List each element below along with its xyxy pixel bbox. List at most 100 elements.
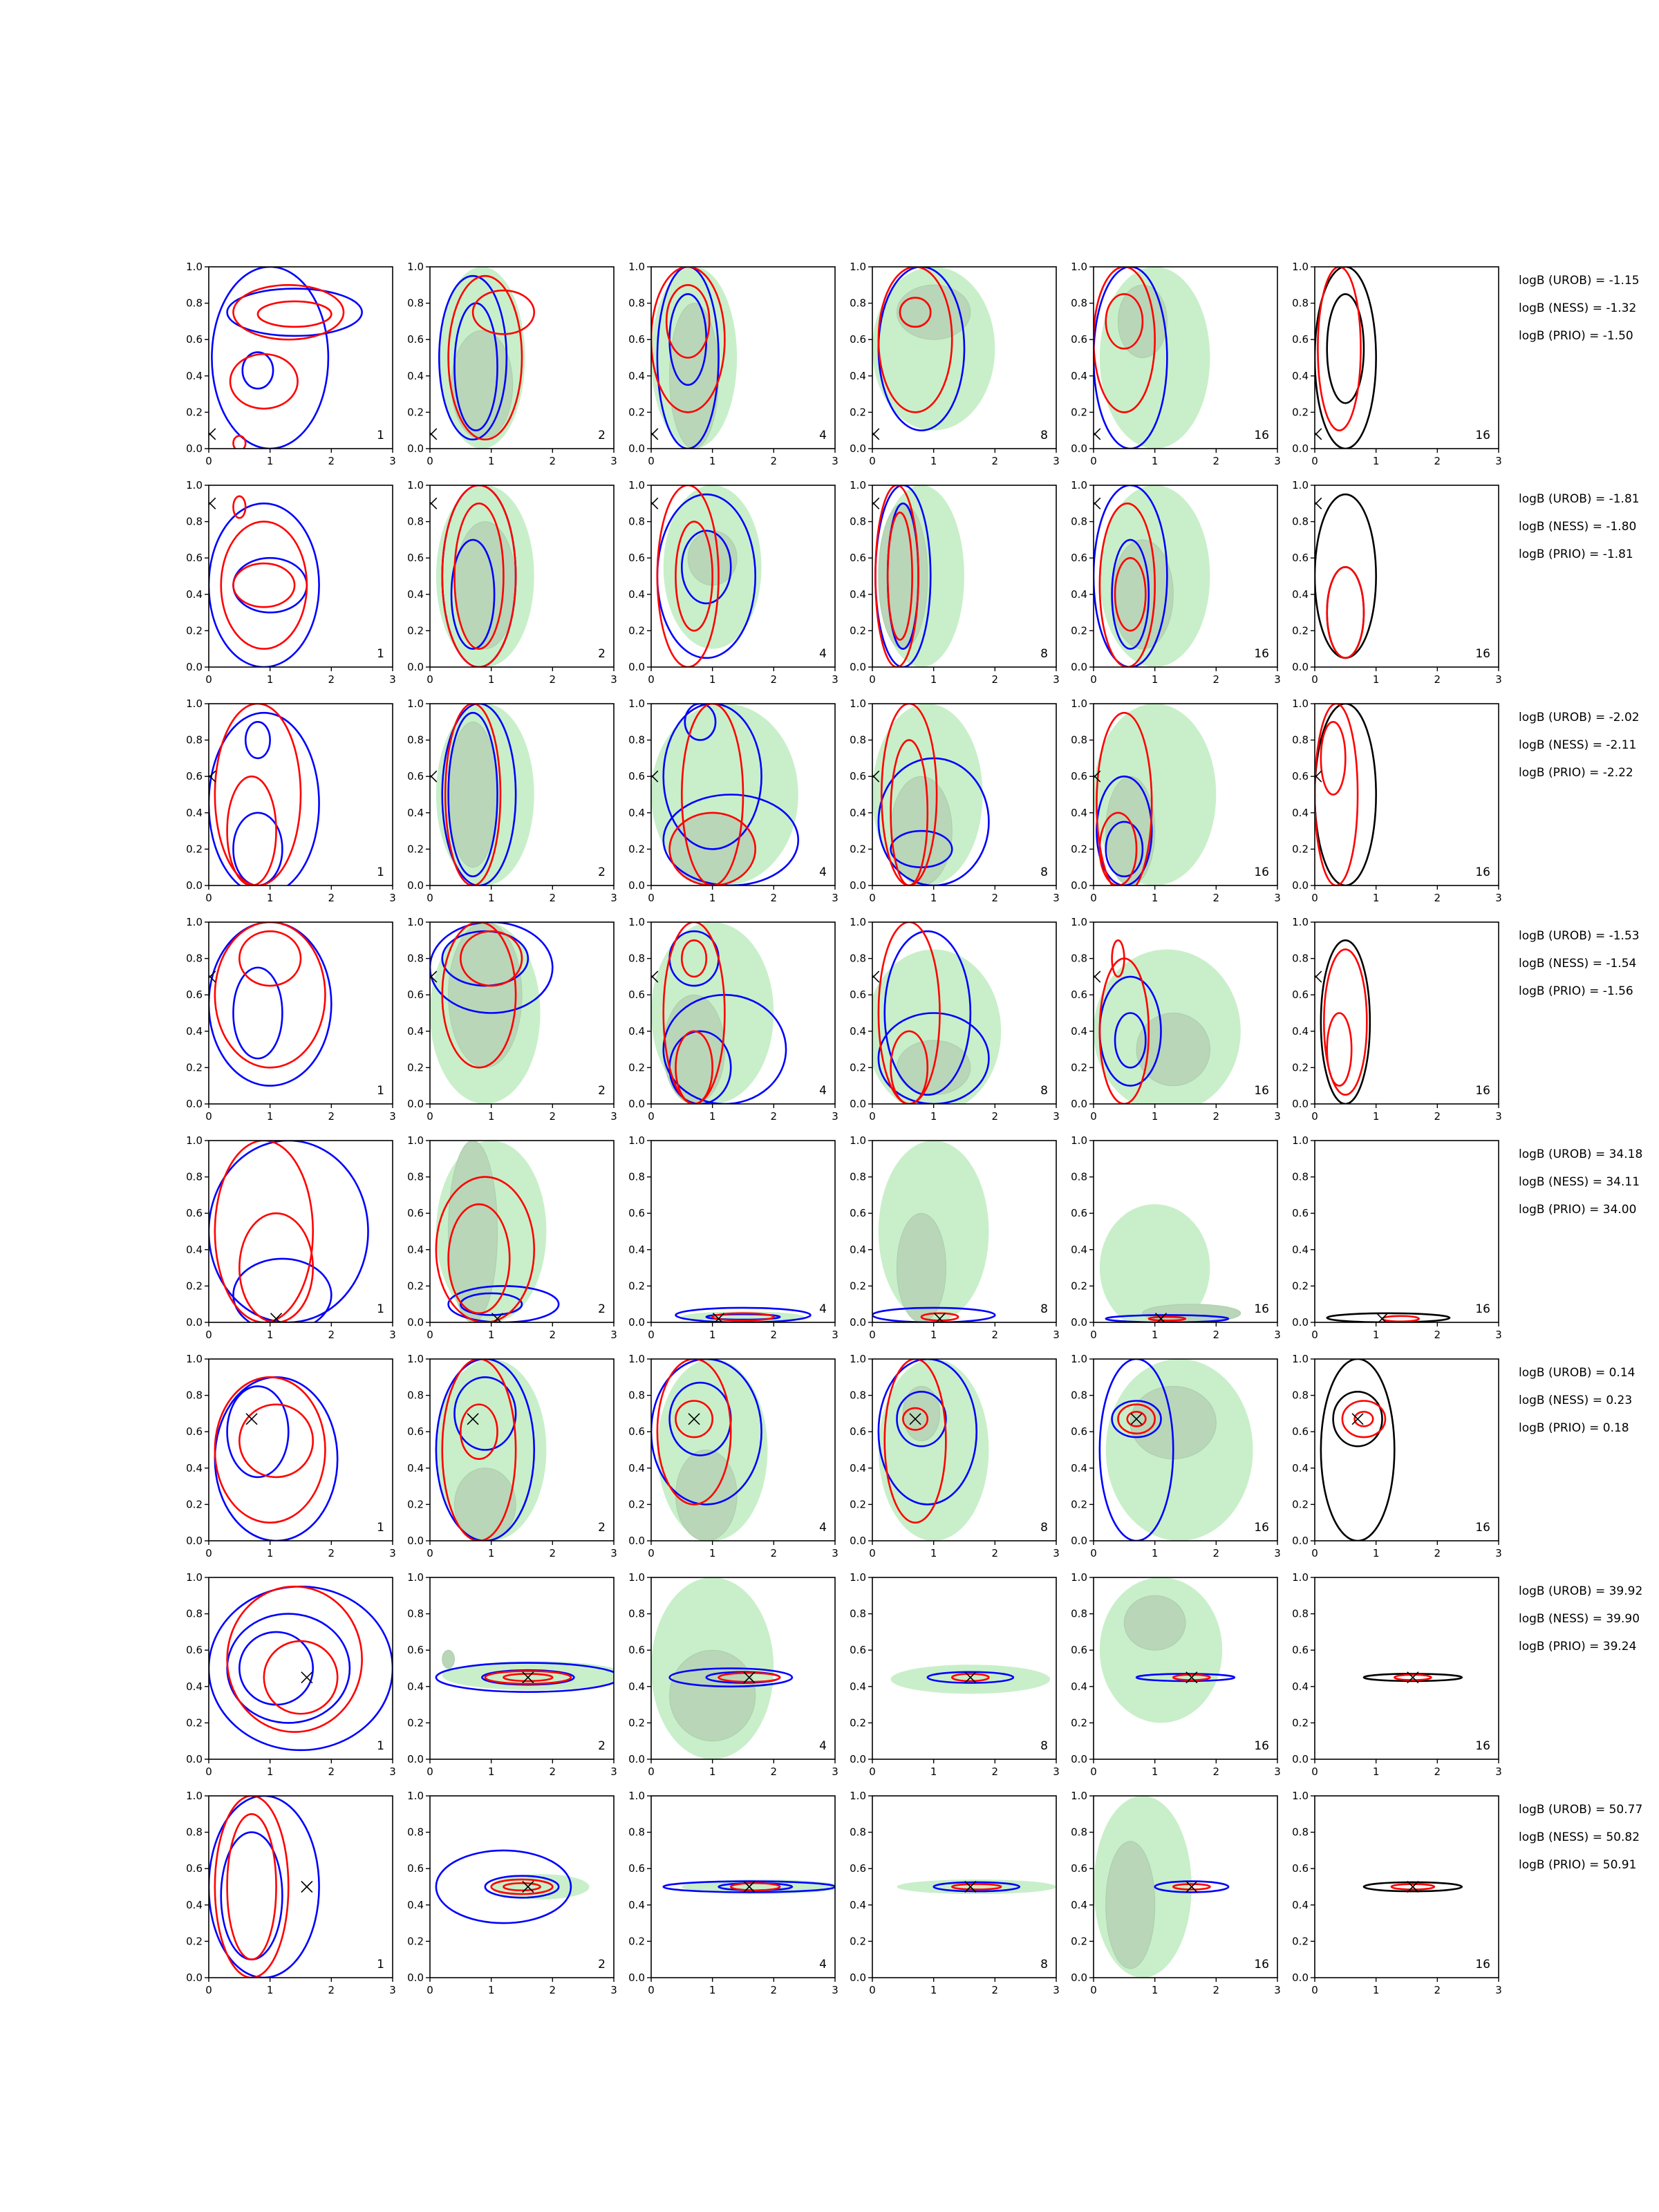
axes-frame — [208, 1577, 393, 1760]
y-tick-label: 0.8 — [407, 953, 424, 965]
x-tick-label: 1 — [930, 1765, 937, 1778]
x-tick-label: 3 — [610, 455, 617, 467]
marker-stroke — [209, 770, 216, 779]
red-contour — [238, 1403, 315, 1479]
y-tick-label: 0.2 — [850, 1498, 866, 1510]
y-tick-label: 1.0 — [186, 697, 203, 710]
y-tick-label: 0.4 — [186, 370, 203, 382]
plot-area — [872, 704, 990, 885]
y-tick-label: 0.0 — [407, 442, 424, 455]
y-tick-label: 0.4 — [407, 370, 424, 382]
y-tick-label: 0.6 — [1292, 1425, 1309, 1438]
y-tick-label: 0.4 — [1292, 1244, 1309, 1256]
y-tick-label: 0.0 — [1292, 1098, 1309, 1110]
y-tick-label: 1.0 — [1071, 1790, 1087, 1802]
panel-label: 8 — [1040, 1958, 1048, 1971]
marker-stroke — [1094, 497, 1101, 506]
x-tick-label: 3 — [832, 1765, 838, 1778]
red-contour — [229, 353, 299, 410]
y-tick-label: 0.0 — [407, 1316, 424, 1329]
x-tick-label: 3 — [1274, 455, 1281, 467]
y-tick-label: 0.0 — [628, 1971, 645, 1984]
x-tick-label: 2 — [328, 1547, 335, 1559]
y-tick-label: 0.8 — [1071, 953, 1087, 965]
y-tick-label: 1.0 — [850, 697, 866, 710]
y-tick-label: 0.0 — [628, 442, 645, 455]
panel-label: 1 — [377, 1521, 384, 1535]
red-contour — [1126, 1410, 1147, 1427]
y-tick-label: 0.4 — [1071, 1025, 1087, 1038]
y-tick-label: 0.6 — [186, 552, 203, 564]
x-tick-label: 1 — [1152, 892, 1159, 904]
y-tick-label: 0.0 — [628, 1753, 645, 1765]
y-tick-label: 0.8 — [1292, 1389, 1309, 1402]
red-contour — [950, 1883, 1002, 1891]
x-tick-label: 0 — [1311, 1765, 1318, 1778]
axes-frame — [1314, 703, 1499, 886]
y-tick-label: 0.4 — [628, 1244, 645, 1256]
x-tick-label: 2 — [1213, 673, 1220, 686]
plot-area — [872, 922, 1002, 1104]
truth-x-marker — [1315, 971, 1322, 983]
x-tick-label: 3 — [1495, 673, 1502, 686]
x-tick-label: 1 — [930, 455, 937, 467]
y-tick-label: 0.4 — [1071, 588, 1087, 601]
y-tick-label: 0.4 — [1292, 588, 1309, 601]
y-tick-label: 0.4 — [850, 1680, 866, 1693]
y-tick-label: 0.8 — [628, 297, 645, 310]
y-tick-label: 0.2 — [628, 1935, 645, 1947]
y-tick-label: 0.0 — [186, 661, 203, 673]
y-tick-label: 0.0 — [1292, 661, 1309, 673]
x-tick-label: 0 — [205, 673, 212, 686]
red-contour — [238, 930, 302, 987]
y-tick-label: 0.8 — [850, 516, 866, 528]
truth-x-marker — [1094, 971, 1101, 983]
red-contour — [1117, 1403, 1156, 1435]
x-tick-label: 1 — [1373, 1765, 1380, 1778]
logb-prio: logB (PRIO) = 0.18 — [1519, 1421, 1629, 1435]
plot-area — [214, 1376, 339, 1541]
red-contour — [1147, 1315, 1187, 1322]
red-contour — [665, 283, 711, 359]
y-tick-label: 0.2 — [850, 1280, 866, 1292]
x-tick-label: 3 — [1274, 1765, 1281, 1778]
green-density-inner — [896, 1212, 946, 1322]
y-tick-label: 0.6 — [1071, 333, 1087, 346]
panel: 0.0 0.2 0.4 0.6 0.8 1.0 0 1 2 3 16 — [1292, 1571, 1502, 1778]
red-contour — [226, 1585, 363, 1733]
panel: 0.0 0.2 0.4 0.6 0.8 1.0 0 1 2 38 — [850, 479, 1060, 686]
truth-x-marker — [964, 1880, 977, 1893]
y-tick-label: 0.2 — [186, 1061, 203, 1074]
red-contour — [920, 1312, 959, 1322]
panel-label: 16 — [1475, 1521, 1490, 1535]
panel: 0.0 0.2 0.4 0.6 0.8 1.0 0 1 2 3 2 — [407, 1134, 617, 1341]
y-tick-label: 0.4 — [186, 588, 203, 601]
x-tick-label: 3 — [1495, 1765, 1502, 1778]
red-contour — [503, 1673, 554, 1683]
y-tick-label: 0.8 — [628, 516, 645, 528]
y-tick-label: 0.8 — [628, 1826, 645, 1839]
y-tick-label: 0.8 — [407, 1171, 424, 1183]
x-tick-label: 1 — [709, 673, 716, 686]
red-contour — [718, 1671, 781, 1683]
y-tick-label: 0.2 — [628, 1716, 645, 1729]
x-tick-label: 0 — [1311, 1110, 1318, 1123]
x-tick-label: 3 — [1274, 1547, 1281, 1559]
axes-frame — [429, 921, 615, 1105]
red-contour — [1098, 503, 1156, 667]
y-tick-label: 1.0 — [186, 479, 203, 491]
y-tick-label: 0.2 — [407, 1498, 424, 1510]
red-contour — [460, 930, 523, 987]
truth-x-marker — [1094, 428, 1101, 440]
x-tick-label: 0 — [869, 455, 876, 467]
x-tick-label: 1 — [267, 892, 274, 904]
x-tick-label: 2 — [771, 1547, 778, 1559]
truth-x-marker — [467, 1413, 479, 1425]
panel: 0.0 0.2 0.4 0.6 0.8 1.0 0 1 2 3 1 — [186, 261, 396, 467]
x-tick-label: 0 — [1090, 892, 1097, 904]
y-tick-label: 0.2 — [407, 406, 424, 418]
x-tick-label: 3 — [832, 455, 838, 467]
y-tick-label: 0.0 — [1071, 1971, 1087, 1984]
panel: 0.0 0.2 0.4 0.6 0.8 1.0 0 1 2 3 1 — [186, 697, 396, 904]
